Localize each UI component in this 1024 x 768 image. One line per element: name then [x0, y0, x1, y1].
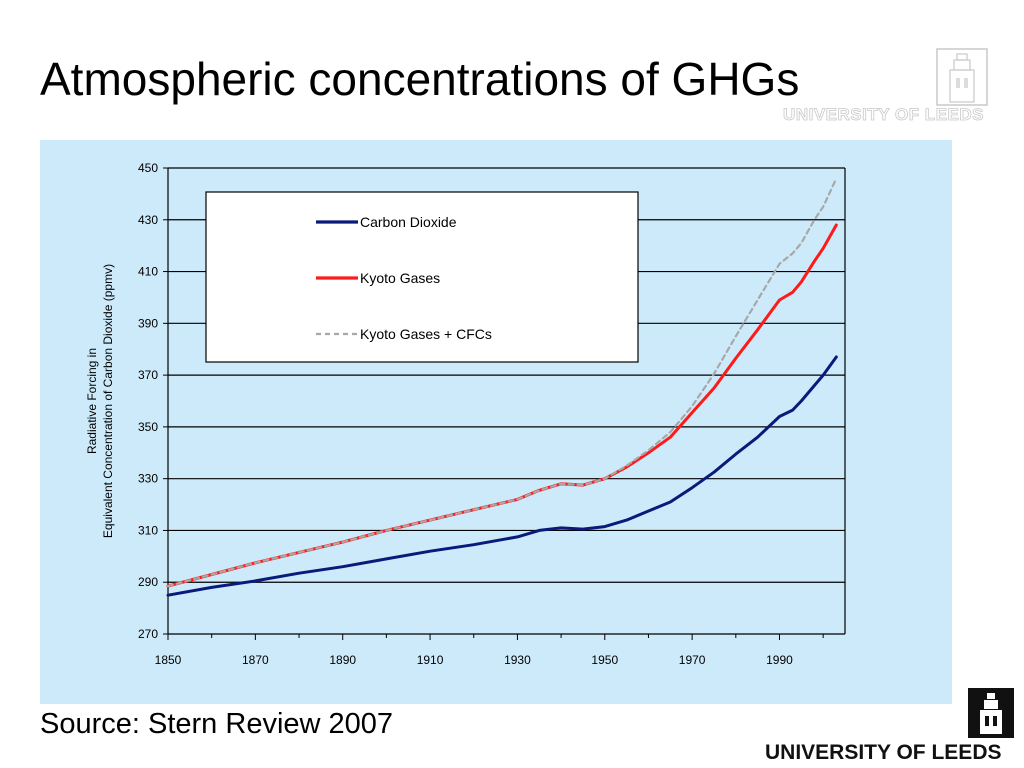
series-lines: [166, 177, 838, 597]
chart-legend: Carbon Dioxide Kyoto Gases Kyoto Gases + C…: [205, 191, 639, 363]
series-line-carbon-dioxide: [166, 355, 838, 597]
x-tick-label: 1990: [766, 653, 793, 667]
x-tick-labels: 1850 1870 1890 1910 1930 1950 1970 1990: [155, 653, 794, 667]
y-tick-labels: 270 290 310 330 350 370 390 410 430 450: [138, 161, 158, 641]
source-caption: Source: Stern Review 2007: [40, 708, 394, 740]
legend-label: Kyoto Gases + CFCs: [360, 326, 492, 342]
footer-crest-icon: [968, 688, 1014, 738]
series-line-kyoto-gases-cfcs: [166, 177, 838, 588]
legend-label: Carbon Dioxide: [360, 214, 457, 230]
y-tick-label: 450: [138, 161, 158, 175]
header-university-logo: UNIVERSITY OF LEEDS: [726, 48, 988, 124]
y-tick-label: 290: [138, 575, 158, 589]
y-tick-label: 310: [138, 523, 158, 537]
x-tick-label: 1970: [679, 653, 706, 667]
y-tick-label: 390: [138, 316, 158, 330]
slide-title: Atmospheric concentrations of GHGs: [40, 53, 800, 105]
header-crest-icon: [936, 48, 988, 106]
y-axis-label: Radiative Forcing in Equivalent Concentra…: [85, 264, 115, 538]
x-tick-label: 1950: [591, 653, 618, 667]
y-tick-label: 330: [138, 472, 158, 486]
header-university-wordmark: UNIVERSITY OF LEEDS: [783, 105, 984, 125]
x-tick-label: 1890: [329, 653, 356, 667]
legend-label: Kyoto Gases: [360, 270, 440, 286]
y-axis-title: Radiative Forcing in Equivalent Concentra…: [85, 264, 115, 538]
axes: [163, 167, 846, 640]
y-axis-title-line: Equivalent Concentration of Carbon Dioxi…: [101, 264, 115, 538]
chart-panel: 270 290 310 330 350 370 390 410 430 450 1850 1870 1…: [40, 140, 952, 704]
y-tick-label: 430: [138, 213, 158, 227]
x-tick-label: 1910: [417, 653, 444, 667]
footer-university-name: UNIVERSITY OF LEEDS: [765, 741, 1002, 764]
footer-university-logo: UNIVERSITY OF LEEDS: [760, 688, 1018, 766]
y-axis-title-line: Radiative Forcing in: [85, 348, 99, 454]
x-tick-label: 1870: [242, 653, 269, 667]
legend-box: [205, 191, 639, 363]
x-tick-label: 1850: [155, 653, 182, 667]
y-tick-label: 370: [138, 368, 158, 382]
y-tick-label: 410: [138, 265, 158, 279]
y-tick-label: 270: [138, 627, 158, 641]
x-tick-label: 1930: [504, 653, 531, 667]
y-tick-label: 350: [138, 420, 158, 434]
